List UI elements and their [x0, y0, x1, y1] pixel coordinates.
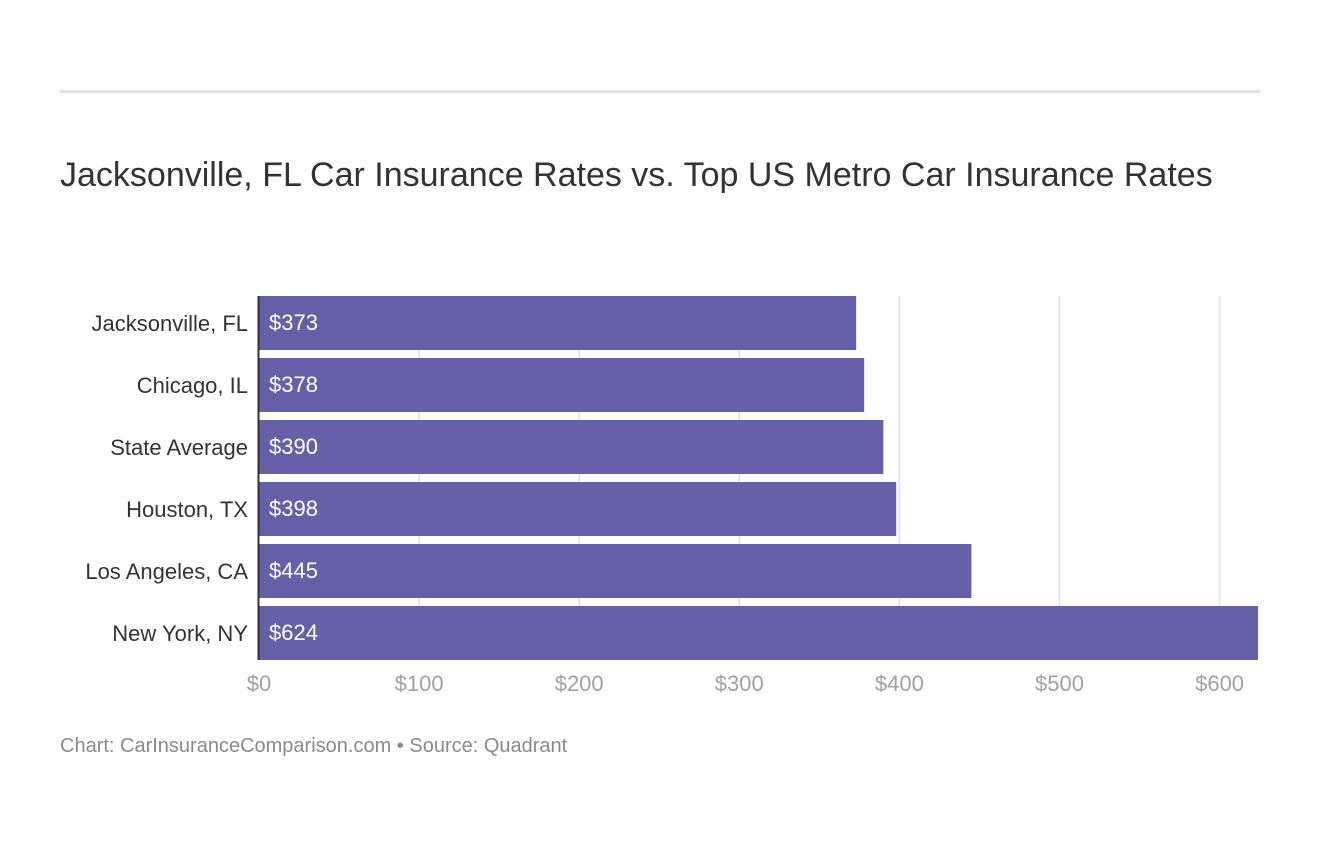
category-label: Houston, TX [126, 497, 248, 522]
chart-credit: Chart: CarInsuranceComparison.com • Sour… [60, 735, 568, 757]
top-divider [60, 90, 1260, 93]
x-tick-label: $300 [715, 671, 764, 696]
chart-title: Jacksonville, FL Car Insurance Rates vs.… [60, 156, 1213, 194]
bar-value-label: $378 [269, 372, 318, 397]
gridlines [418, 296, 1221, 660]
bar [259, 420, 884, 474]
bar-value-label: $624 [269, 620, 318, 645]
category-label: Chicago, IL [137, 373, 248, 398]
bar [259, 358, 865, 412]
x-tick-label: $100 [395, 671, 444, 696]
bar-value-label: $445 [269, 558, 318, 583]
bars: $373 $378 $390 $398 $445 $624 [259, 296, 1258, 660]
x-tick-label: $200 [555, 671, 604, 696]
bar-value-label: $390 [269, 434, 318, 459]
bar-value-label: $373 [269, 310, 318, 335]
category-label: New York, NY [112, 621, 248, 646]
bar-value-label: $398 [269, 496, 318, 521]
bar [259, 296, 857, 350]
category-label: Los Angeles, CA [85, 559, 248, 584]
bar [259, 606, 1258, 660]
x-tick-label: $500 [1035, 671, 1084, 696]
x-tick-labels: $0 $100 $200 $300 $400 $500 $600 [247, 671, 1244, 696]
x-tick-label: $600 [1195, 671, 1244, 696]
bar-chart: $373 $378 $390 $398 $445 $624 Jacksonville, F… [85, 296, 1258, 696]
category-label: Jacksonville, FL [91, 311, 248, 336]
bar [259, 544, 972, 598]
category-labels: Jacksonville, FL Chicago, IL State Average… [85, 311, 248, 646]
x-tick-label: $400 [875, 671, 924, 696]
category-label: State Average [110, 435, 248, 460]
x-tick-label: $0 [247, 671, 271, 696]
bar [259, 482, 897, 536]
